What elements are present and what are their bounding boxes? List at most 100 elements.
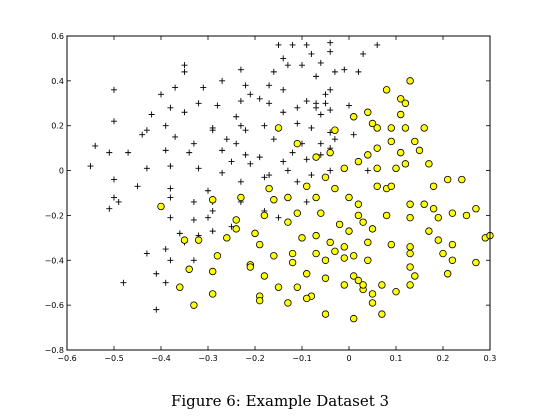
positive-point-marker [270, 68, 277, 75]
positive-point-marker [228, 158, 235, 165]
negative-point-marker [340, 243, 348, 251]
positive-point-marker [195, 165, 202, 172]
positive-point-marker [308, 124, 315, 131]
negative-point-marker [312, 249, 320, 258]
negative-point-marker [176, 283, 184, 291]
negative-point-marker [354, 276, 363, 285]
positive-point-marker [125, 149, 132, 156]
negative-point-marker [312, 193, 320, 202]
negative-point-marker [350, 113, 358, 121]
positive-point-marker [111, 194, 117, 201]
negative-point-marker [157, 202, 165, 211]
x-tick-label: −0.1 [292, 354, 311, 363]
positive-point-marker [111, 86, 117, 93]
positive-point-marker [162, 122, 169, 129]
negative-point-marker [420, 124, 428, 132]
negative-point-marker [350, 272, 358, 280]
positive-point-marker [327, 48, 334, 55]
positive-point-marker [327, 167, 334, 174]
negative-point-marker [312, 231, 320, 240]
positive-point-marker [214, 102, 221, 109]
negative-point-marker [448, 209, 457, 217]
negative-point-marker [373, 144, 381, 152]
negative-point-marker [397, 110, 405, 119]
y-tick-label: −0.2 [45, 211, 64, 220]
negative-point-marker [331, 126, 339, 134]
negative-point-marker [317, 209, 325, 217]
negative-point-marker [364, 108, 372, 116]
negative-point-marker [303, 270, 311, 278]
positive-point-marker [275, 214, 282, 221]
positive-point-marker [364, 167, 371, 174]
negative-point-marker [331, 247, 339, 256]
negative-point-marker [260, 272, 269, 280]
negative-point-marker [274, 283, 283, 291]
positive-point-marker [209, 207, 216, 214]
negative-point-marker [373, 124, 381, 132]
positive-point-marker [322, 100, 329, 107]
negative-point-marker [406, 213, 414, 222]
positive-point-marker [303, 98, 310, 105]
positive-point-marker [242, 151, 249, 158]
negative-point-marker [406, 249, 414, 258]
negative-point-marker [406, 200, 414, 208]
positive-point-marker [134, 183, 141, 190]
positive-point-marker [294, 178, 301, 185]
negative-point-marker [425, 160, 433, 168]
negative-point-marker [354, 157, 363, 166]
negative-point-marker [293, 283, 301, 291]
negative-point-marker [260, 211, 269, 220]
y-tick-label: −0.4 [45, 256, 64, 265]
negative-point-marker [392, 287, 400, 296]
positive-point-marker [167, 104, 174, 111]
negative-point-marker [288, 249, 297, 258]
negative-point-marker [208, 290, 217, 298]
positive-point-marker [280, 158, 287, 165]
negative-point-marker [411, 137, 419, 146]
negative-point-marker [345, 193, 353, 202]
positive-point-marker [331, 68, 338, 75]
negative-point-marker [232, 216, 240, 224]
negative-point-marker [364, 256, 372, 264]
positive-point-marker [360, 50, 367, 57]
positive-point-marker [120, 279, 127, 286]
negative-point-marker [406, 243, 414, 251]
positive-point-marker [143, 127, 150, 134]
positive-point-marker [289, 149, 296, 156]
negative-point-marker [298, 234, 306, 242]
positive-point-marker [148, 111, 155, 118]
positive-point-marker [303, 41, 310, 48]
negative-point-marker [321, 256, 330, 264]
figure-caption: Figure 6: Example Dataset 3 [170, 392, 390, 410]
negative-point-marker [223, 234, 231, 242]
positive-point-marker [266, 172, 273, 179]
negative-point-marker [364, 238, 372, 247]
negative-point-marker [373, 182, 381, 190]
positive-point-marker [280, 109, 287, 116]
negative-point-marker [378, 281, 386, 289]
negative-point-marker [434, 236, 442, 244]
negative-point-marker [321, 310, 330, 318]
positive-point-marker [167, 214, 174, 221]
negative-point-marker [392, 164, 400, 173]
positive-point-marker [284, 167, 291, 174]
negative-point-marker [246, 263, 254, 271]
positive-point-marker [186, 149, 193, 156]
positive-point-marker [308, 172, 315, 179]
negative-point-marker [284, 218, 292, 226]
negative-point-marker [208, 196, 217, 204]
positive-point-marker [219, 147, 226, 154]
positive-point-marker [289, 41, 296, 48]
negative-point-marker [340, 281, 348, 289]
y-tick-label: 0.6 [51, 32, 64, 41]
positive-point-marker [233, 113, 240, 120]
negative-point-marker [387, 124, 395, 132]
negative-point-marker [270, 196, 278, 204]
negative-point-marker [472, 258, 480, 267]
positive-point-marker [162, 147, 169, 154]
positive-point-marker [153, 306, 160, 313]
negative-point-marker [312, 153, 320, 161]
negative-point-marker [448, 256, 457, 264]
negative-point-marker [378, 310, 386, 318]
negative-point-marker [406, 77, 414, 85]
